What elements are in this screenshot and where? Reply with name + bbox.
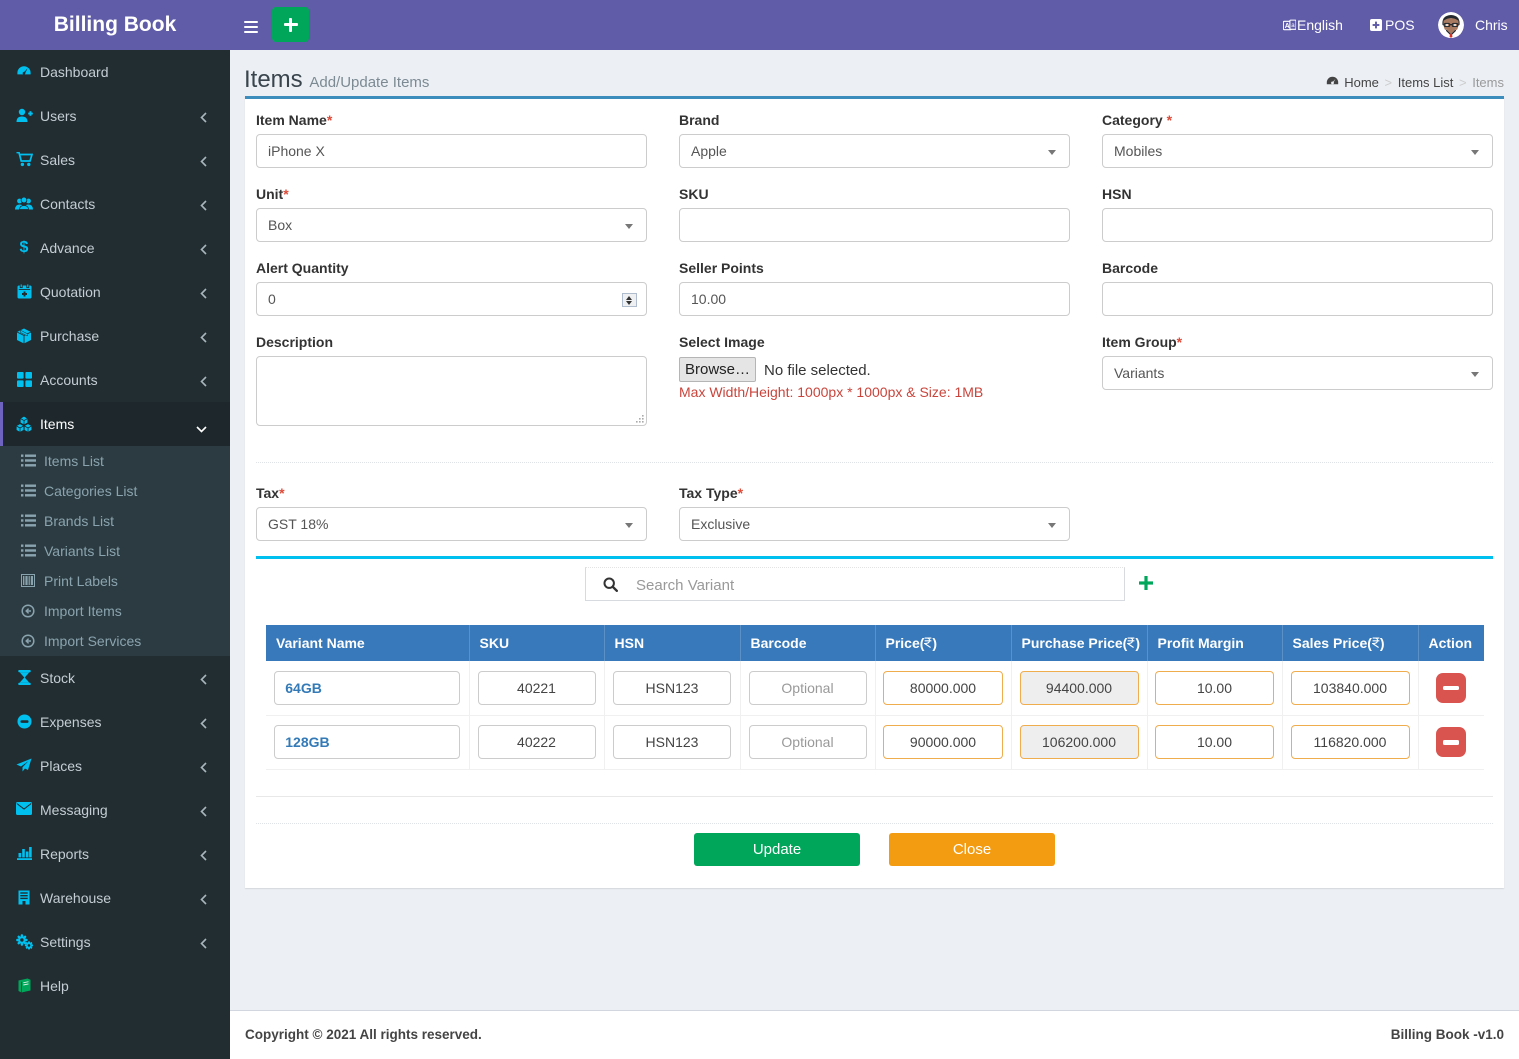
svg-text:A: A	[1285, 22, 1290, 29]
svg-text:a: a	[1291, 22, 1295, 29]
